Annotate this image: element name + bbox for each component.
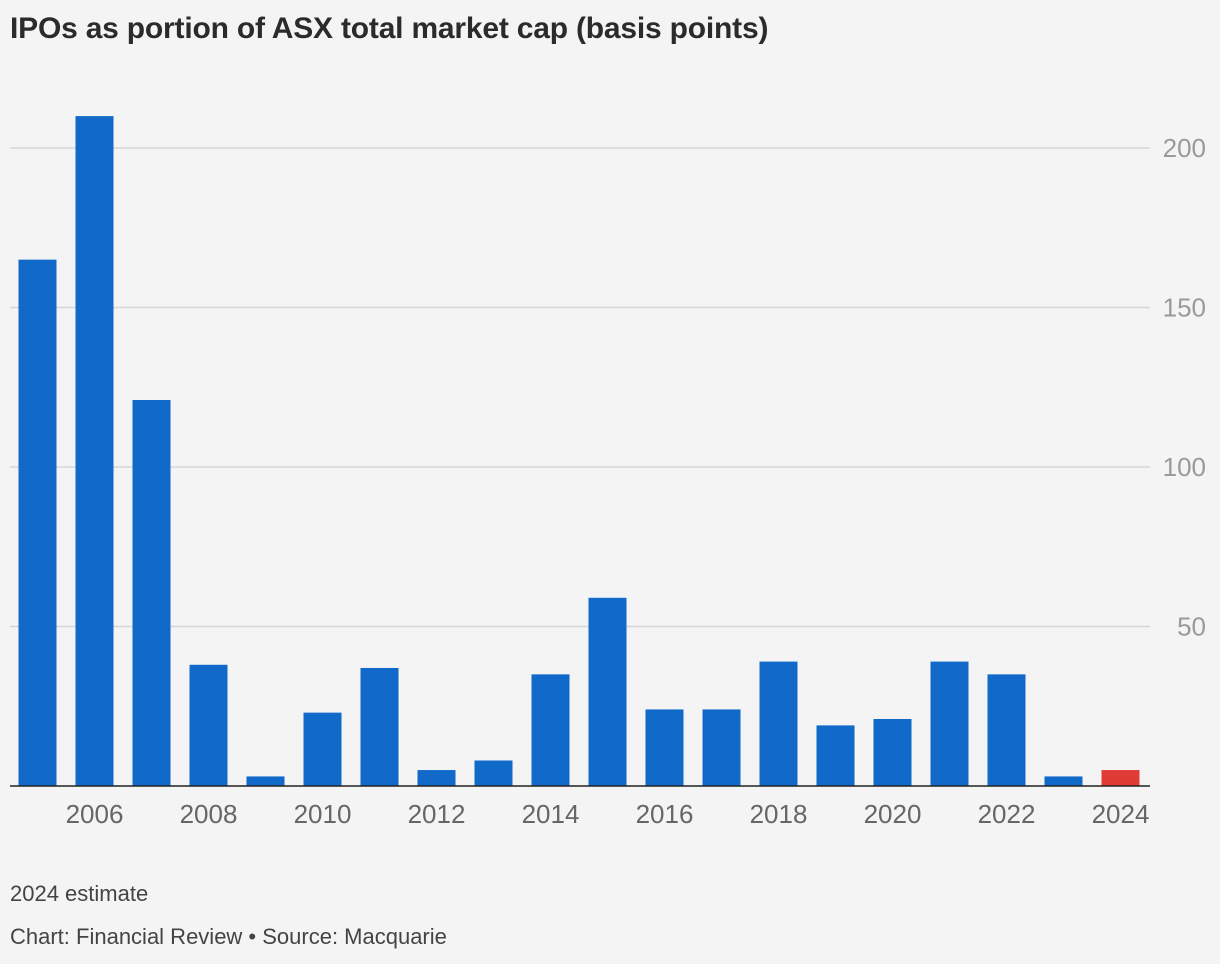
bars (18, 116, 1140, 787)
x-tick-label: 2022 (978, 799, 1036, 829)
y-tick-label: 50 (1177, 612, 1206, 642)
bar-2021 (930, 661, 969, 786)
x-tick-label: 2024 (1092, 799, 1150, 829)
bar-2015 (588, 597, 627, 786)
bar-2008 (189, 664, 228, 786)
bar-2010 (303, 712, 342, 786)
x-tick-label: 2018 (750, 799, 808, 829)
bar-2023 (1044, 776, 1083, 786)
bar-2009 (246, 776, 285, 786)
x-tick-label: 2020 (864, 799, 922, 829)
bar-2018 (759, 661, 798, 786)
y-tick-label: 100 (1163, 452, 1206, 482)
bar-2020 (873, 719, 912, 786)
footnote: 2024 estimate (10, 881, 149, 906)
bar-2005 (18, 259, 57, 786)
x-tick-label: 2006 (66, 799, 124, 829)
credit-line: Chart: Financial Review • Source: Macqua… (10, 924, 447, 949)
y-axis-ticks: 50 100 150 200 (1163, 133, 1206, 642)
x-tick-label: 2010 (294, 799, 352, 829)
x-tick-label: 2008 (180, 799, 238, 829)
x-tick-label: 2014 (522, 799, 580, 829)
bar-2007 (132, 400, 171, 786)
chart-title: IPOs as portion of ASX total market cap … (10, 12, 769, 45)
bar-2019 (816, 725, 855, 786)
x-tick-label: 2012 (408, 799, 466, 829)
x-tick-label: 2016 (636, 799, 694, 829)
bar-2013 (474, 760, 513, 786)
gridlines (10, 147, 1150, 628)
bar-2006 (75, 116, 114, 787)
y-tick-label: 150 (1163, 293, 1206, 323)
bar-2011 (360, 667, 399, 786)
bar-2014 (531, 674, 570, 786)
bar-2012 (417, 770, 456, 786)
bar-2017 (702, 709, 741, 786)
bar-2016 (645, 709, 684, 786)
x-axis-ticks: 2006 2008 2010 2012 2014 2016 2018 2020 2022 2024 (66, 799, 1150, 829)
y-tick-label: 200 (1163, 133, 1206, 163)
bar-2024 (1101, 770, 1140, 786)
bar-2022 (987, 674, 1026, 786)
